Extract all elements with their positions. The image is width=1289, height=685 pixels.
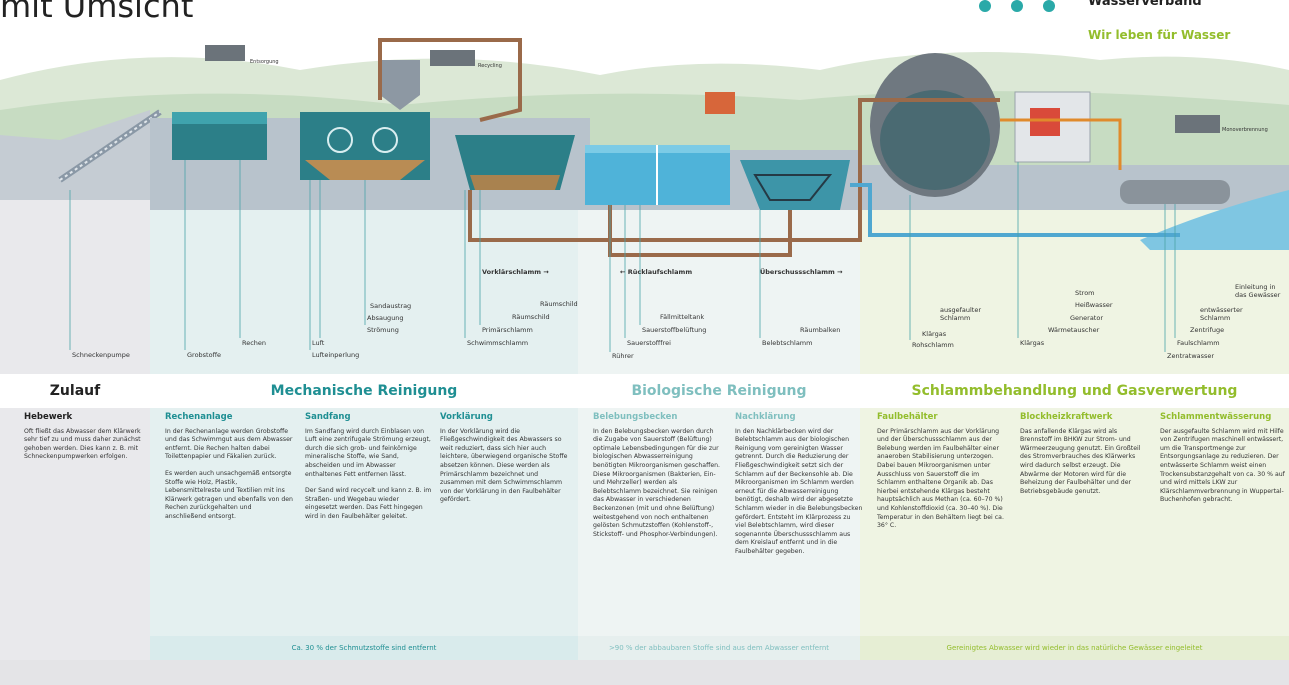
pointer-label: Zentratwasser	[1167, 352, 1214, 360]
pointer-label: Sauerstoffbelüftung	[642, 326, 706, 334]
column-title: Blockheizkraftwerk	[1020, 413, 1148, 422]
pointer-label: Schwimmschlamm	[467, 339, 528, 347]
illustration-shape	[205, 45, 245, 61]
illustration-shape	[1120, 180, 1230, 204]
pointer-label: Rührer	[612, 352, 634, 360]
text-column: Blockheizkraftwerk Das anfallende Klärgas…	[1020, 413, 1148, 504]
illustration-shape	[0, 660, 1289, 685]
pointer-label: Lufteinperlung	[312, 351, 359, 359]
column-paragraph: Oft fließt das Abwasser dem Klärwerk seh…	[24, 428, 152, 462]
illustration-shape	[705, 92, 735, 114]
pointer-label: ausgefaulter Schlamm	[940, 306, 1000, 322]
column-title: Rechenanlage	[165, 413, 293, 422]
text-column: Schlammentwässerung Der ausgefaulte Schla…	[1160, 413, 1288, 513]
pointer-label: Rechen	[242, 339, 266, 347]
pointer-label: entwässerter Schlamm	[1200, 306, 1255, 322]
illustration-shape	[979, 0, 991, 12]
pointer-label: Absaugung	[367, 314, 404, 322]
slogan: Wir leben für Wasser	[1088, 28, 1230, 42]
section-title: Zulauf	[0, 376, 150, 406]
illustration-shape	[470, 175, 560, 190]
page-body: mit Umsicht Wasserverband Wir leben für …	[0, 0, 1289, 685]
page: Kläranlage {"header": {"title": "mit Ums…	[0, 0, 1289, 685]
illustration-shape	[1011, 0, 1023, 12]
column-paragraph: Der ausgefaulte Schlamm wird mit Hilfe v…	[1160, 428, 1288, 505]
text-column: Vorklärung In der Vorklärung wird die Fli…	[440, 413, 568, 513]
text-column: Nachklärung In den Nachklärbecken wird de…	[735, 413, 863, 565]
text-column: Belebungsbecken In den Belebungsbecken we…	[593, 413, 721, 547]
column-paragraph: Der Sand wird recycelt und kann z. B. im…	[305, 487, 433, 521]
pointer-label: Luft	[312, 339, 324, 347]
pointer-label: Räumbalken	[800, 326, 840, 334]
column-paragraph: Es werden auch unsachgemäß entsorgte Sto…	[165, 470, 293, 522]
pointer-label: Faulschlamm	[1177, 339, 1220, 347]
pointer-label: Räumschild	[540, 300, 578, 308]
text-column: Hebewerk Oft fließt das Abwasser dem Klär…	[24, 413, 152, 470]
text-column: Sandfang Im Sandfang wird durch Einblasen…	[305, 413, 433, 530]
pointer-label: Grobstoffe	[187, 351, 221, 359]
column-paragraph: In der Rechenanlage werden Grobstoffe un…	[165, 428, 293, 462]
pointer-label: Heißwasser	[1075, 301, 1113, 309]
illustration-label: Entsorgung	[250, 58, 279, 66]
pointer-label: Wärmetauscher	[1048, 326, 1099, 334]
pointer-label: Sandaustrag	[370, 302, 411, 310]
section-footer: Ca. 30 % der Schmutzstoffe sind entfernt	[150, 638, 578, 658]
illustration-shape	[1043, 0, 1055, 12]
illustration-shape	[1030, 108, 1060, 136]
section-footer: Gereinigtes Abwasser wird wieder in das …	[860, 638, 1289, 658]
column-title: Schlammentwässerung	[1160, 413, 1288, 422]
illustration-shape	[172, 112, 267, 124]
pointer-label: Strom	[1075, 289, 1095, 297]
page-title: mit Umsicht	[0, 0, 193, 26]
pointer-label: Schneckenpumpe	[72, 351, 130, 359]
illustration-shape	[880, 90, 990, 190]
pointer-label: Überschussschlamm →	[760, 268, 842, 276]
text-column: Rechenanlage In der Rechenanlage werden G…	[165, 413, 293, 530]
illustration-label: Recycling	[478, 62, 502, 70]
column-title: Sandfang	[305, 413, 433, 422]
column-title: Faulbehälter	[877, 413, 1005, 422]
brand: Wasserverband	[1088, 0, 1202, 10]
pointer-label: Primärschlamm	[482, 326, 533, 334]
section-title: Biologische Reinigung	[578, 376, 860, 406]
illustration-shape	[1175, 115, 1220, 133]
pointer-label: Vorklärschlamm →	[482, 268, 549, 276]
text-column: Faulbehälter Der Primärschlamm aus der Vo…	[877, 413, 1005, 539]
pointer-label: Einleitung in das Gewässer	[1235, 283, 1285, 299]
pointer-label: Belebtschlamm	[762, 339, 812, 347]
pointer-label: Zentrifuge	[1190, 326, 1224, 334]
section-title: Mechanische Reinigung	[150, 376, 578, 406]
pointer-label: Klärgas	[922, 330, 946, 338]
pointer-label: Generator	[1070, 314, 1103, 322]
pointer-label: Klärgas	[1020, 339, 1044, 347]
illustration-shape	[430, 50, 475, 66]
section-title: Schlammbehandlung und Gasverwertung	[860, 376, 1289, 406]
column-title: Belebungsbecken	[593, 413, 721, 422]
column-title: Vorklärung	[440, 413, 568, 422]
column-paragraph: In den Belebungsbecken werden durch die …	[593, 428, 721, 540]
pointer-label: Rohschlamm	[912, 341, 954, 349]
column-paragraph: Der Primärschlamm aus der Vorklärung und…	[877, 428, 1005, 531]
column-paragraph: In der Vorklärung wird die Fließgeschwin…	[440, 428, 568, 505]
illustration-label: Monoverbrennung	[1222, 126, 1268, 134]
pointer-label: ← Rücklaufschlamm	[620, 268, 692, 276]
pointer-label: Räumschild	[512, 313, 550, 321]
pointer-label: Fällmitteltank	[660, 313, 704, 321]
pointer-label: Strömung	[367, 326, 399, 334]
column-title: Hebewerk	[24, 413, 152, 422]
column-paragraph: Das anfallende Klärgas wird als Brennsto…	[1020, 428, 1148, 497]
section-footer: >90 % der abbaubaren Stoffe sind aus dem…	[578, 638, 860, 658]
pointer-label: Sauerstofffrei	[627, 339, 671, 347]
column-paragraph: In den Nachklärbecken wird der Belebtsch…	[735, 428, 863, 557]
column-title: Nachklärung	[735, 413, 863, 422]
column-paragraph: Im Sandfang wird durch Einblasen von Luf…	[305, 428, 433, 480]
